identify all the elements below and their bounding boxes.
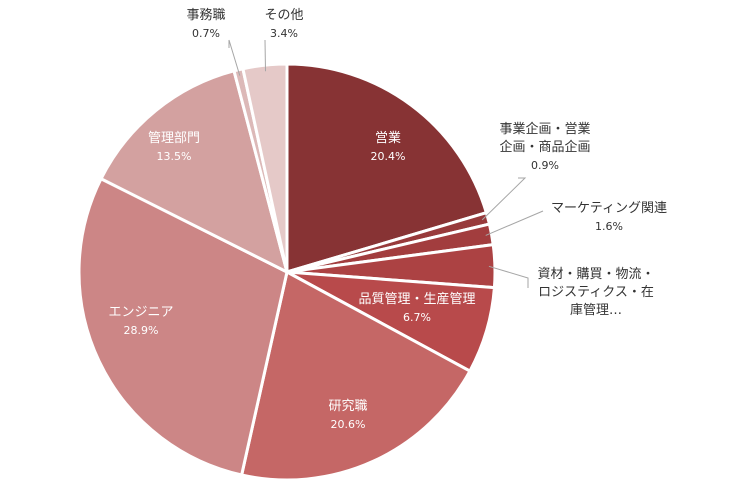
pie-slice-kenkyu [240, 270, 472, 482]
leader-jigyo-kikaku [481, 177, 527, 221]
slice-value-kanri: 13.5% [156, 150, 192, 163]
leader-shizai [488, 265, 529, 288]
slice-label-eigyo: 営業 20.4% [371, 130, 406, 166]
pie-slice-engineer [77, 177, 289, 477]
slice-label-shizai: 資材・購買・物流・ ロジスティクス・在 庫管理… [537, 267, 655, 318]
slice-value-sonota: 3.4% [270, 27, 298, 40]
slice-value-jimu: 0.7% [192, 27, 220, 40]
slice-value-marketing: 1.6% [595, 220, 623, 233]
slice-label-kenkyu: 研究職 20.6% [328, 398, 367, 434]
slice-label-sonota: その他 3.4% [264, 7, 303, 43]
pie-slices [77, 62, 497, 482]
slice-value-kenkyu: 20.6% [330, 418, 366, 431]
slice-label-engineer: エンジニア 28.9% [108, 304, 173, 340]
slice-value-engineer: 28.9% [123, 324, 159, 337]
leader-lines [228, 39, 544, 288]
leader-jimu [228, 39, 241, 76]
pie-slice-sonota [241, 62, 289, 274]
leader-marketing [485, 210, 544, 236]
slice-label-marketing: マーケティング関連 1.6% [551, 200, 667, 236]
slice-value-jigyo-kikaku: 0.9% [531, 159, 559, 172]
pie-slice-kanri [99, 69, 289, 274]
slice-label-jigyo-kikaku: 事業企画・営業 企画・商品企画 0.9% [499, 121, 590, 175]
pie-slice-eigyo [285, 62, 488, 274]
slice-label-jimu: 事務職 0.7% [186, 7, 225, 43]
slice-value-hinshitsu: 6.7% [403, 311, 431, 324]
slice-label-hinshitsu: 品質管理・生産管理 6.7% [358, 291, 475, 327]
slice-value-eigyo: 20.4% [370, 150, 406, 163]
leader-sonota [264, 39, 266, 72]
slice-label-kanri: 管理部門 13.5% [148, 130, 200, 166]
